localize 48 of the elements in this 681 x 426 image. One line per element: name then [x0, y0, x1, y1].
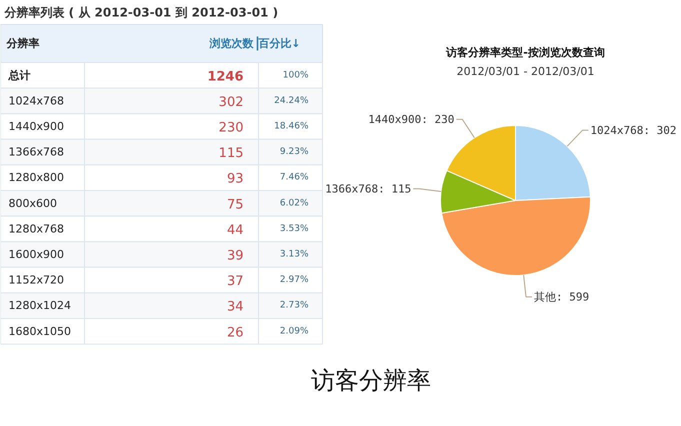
text: 230: [218, 120, 244, 136]
text: 总计: [8, 68, 30, 82]
text: 44: [226, 222, 244, 238]
text: 39: [226, 248, 244, 264]
data-label: : 599: [556, 290, 590, 304]
slice-label: 1366x768: [325, 182, 378, 196]
text: 37: [226, 274, 244, 290]
text: 1680x1050: [8, 324, 71, 338]
text: 1024x768: [8, 94, 64, 108]
text: 3.53%: [280, 224, 309, 234]
slice-label: 1024x768: [590, 124, 644, 137]
data-label: : 230: [421, 112, 454, 126]
text: 100%: [282, 70, 309, 80]
text: 浏览次数: [208, 37, 254, 50]
text: 1600x900: [8, 248, 64, 261]
text: 访客分辨率: [311, 366, 431, 394]
data-label: : 115: [378, 182, 412, 196]
text: 26: [226, 325, 244, 340]
text: 34: [226, 300, 244, 315]
text: 1280x768: [8, 222, 64, 236]
text: 18.46%: [274, 122, 309, 132]
text: 2.09%: [280, 326, 309, 336]
text: 800x600: [8, 196, 58, 210]
slice-label: 1440x900: [368, 112, 422, 126]
text: 2.73%: [280, 300, 309, 311]
text: 115: [218, 146, 244, 162]
text: 24.24%: [274, 96, 309, 106]
text: 分辨率: [6, 37, 40, 50]
text: 7.46%: [280, 172, 309, 183]
text: 3.13%: [280, 250, 309, 260]
text: 1280x800: [8, 171, 64, 184]
text: 1152x720: [8, 274, 64, 287]
data-label: : 302: [643, 124, 677, 137]
chart-subtitle: 2012/03/01 - 2012/03/01: [456, 65, 594, 78]
text: 9.23%: [280, 147, 309, 158]
text: 302: [218, 94, 244, 110]
text: 75: [226, 197, 244, 212]
text: 93: [226, 172, 244, 187]
text: 分辨率列表 ( 从 2012-03-01 到 2012-03-01 ): [4, 6, 278, 20]
text: 1366x768: [8, 146, 64, 159]
text: 百分比↓: [257, 37, 300, 50]
text: 1246: [207, 69, 244, 84]
text: 6.02%: [280, 198, 309, 208]
text: 1440x900: [8, 120, 64, 133]
text: 2.97%: [280, 275, 309, 286]
text: 1280x1024: [8, 299, 71, 312]
chart-title: 访客分辨率类型-按浏览次数查询: [445, 46, 605, 59]
slice-label: 其他: [534, 290, 556, 304]
